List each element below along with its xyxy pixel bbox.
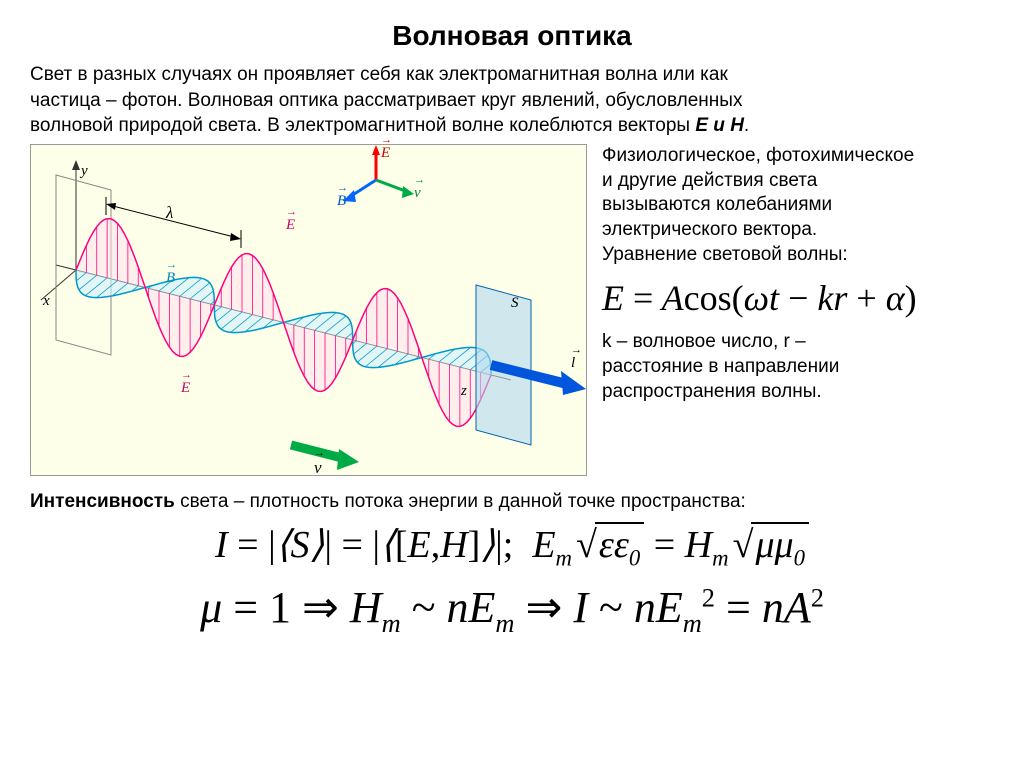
axis-y-label: y [81, 163, 88, 180]
intensity-formula-1: I = |⟨S⟩| = |⟨[E,H]⟩|; Emεε0 = Hmμμ0 [30, 523, 994, 572]
side-text-column: Физиологическое, фотохимическое и другие… [602, 144, 994, 404]
triad-e-label: E [381, 145, 390, 162]
side-p2-l3: распространения волны. [602, 381, 822, 402]
e-wave-label-2: E [181, 380, 190, 397]
l-vector-label: l [571, 355, 575, 372]
side-p2: k – волновое число, r – расстояние в нап… [602, 330, 994, 404]
intensity-rest: света – плотность потока энергии в данно… [175, 491, 746, 512]
s-plane-label: S [511, 295, 519, 312]
side-p1-l3: вызываются колебаниями [602, 194, 832, 215]
intensity-caption: Интенсивность света – плотность потока э… [30, 491, 994, 513]
wave-equation-formula: E = Acos(ωt − kr + α) [602, 275, 994, 322]
intensity-formula-2: μ = 1 ⇒ Hm ~ nEm ⇒ I ~ nEm2 = nA2 [30, 582, 994, 639]
v-bottom-label: v [314, 458, 322, 478]
triad-v-label: v [414, 185, 421, 202]
intro-line-2: частица – фотон. Волновая оптика рассмат… [30, 90, 742, 111]
intro-line-1: Свет в разных случаях он проявляет себя … [30, 64, 728, 85]
b-wave-label: B [166, 270, 175, 287]
lambda-label: λ [166, 203, 173, 223]
intro-text: Свет в разных случаях он проявляет себя … [30, 62, 994, 139]
intro-vectors: E и H [695, 115, 744, 136]
side-p2-l1: k – волновое число, r – [602, 331, 806, 352]
intro-line-3: волновой природой света. В электромагнит… [30, 115, 690, 136]
intensity-bold: Интенсивность [30, 491, 175, 512]
side-p1-l5: Уравнение световой волны: [602, 244, 848, 265]
page-title: Волновая оптика [30, 20, 994, 52]
side-p1-l4: электрического вектора. [602, 219, 817, 240]
axis-z-label: z [461, 383, 467, 400]
e-wave-label: E [286, 217, 295, 234]
side-p1-l1: Физиологическое, фотохимическое [602, 145, 914, 166]
triad-b-label: B [337, 193, 346, 210]
side-p1: Физиологическое, фотохимическое и другие… [602, 144, 994, 267]
side-p1-l2: и другие действия света [602, 170, 817, 191]
em-wave-diagram: y x z λ E B v E B E l S v [30, 144, 587, 476]
axis-x-label: x [43, 293, 50, 310]
side-p2-l2: расстояние в направлении [602, 356, 839, 377]
